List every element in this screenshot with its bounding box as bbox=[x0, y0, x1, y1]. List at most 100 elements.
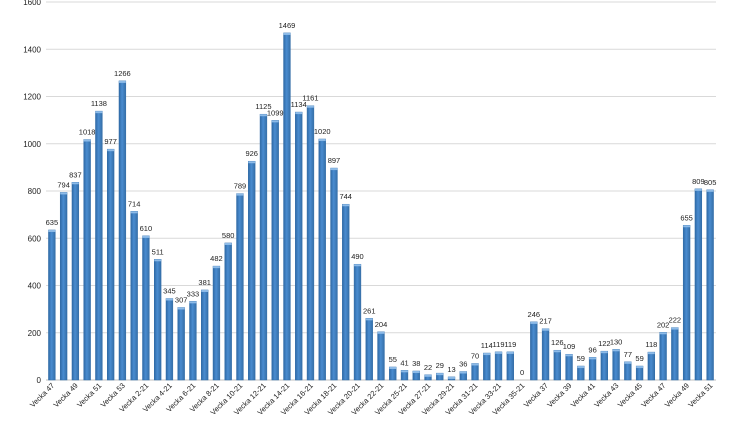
bar-cap bbox=[236, 193, 244, 196]
bar-cap bbox=[201, 289, 209, 292]
bar bbox=[295, 111, 303, 381]
bar-cap bbox=[189, 301, 197, 304]
data-label: 222 bbox=[669, 316, 682, 325]
bar-cap bbox=[318, 139, 326, 142]
bar bbox=[177, 307, 185, 381]
bar bbox=[189, 301, 197, 381]
data-label: 1138 bbox=[91, 99, 107, 108]
bar-cap bbox=[260, 114, 267, 117]
bar-cap bbox=[213, 266, 220, 269]
bar-cap bbox=[589, 357, 596, 360]
bar bbox=[365, 318, 373, 381]
bar bbox=[612, 349, 620, 381]
data-label: 977 bbox=[104, 137, 117, 146]
data-label: 55 bbox=[389, 355, 397, 364]
data-label: 635 bbox=[46, 218, 59, 227]
data-label: 122 bbox=[598, 339, 611, 348]
bar bbox=[577, 365, 585, 381]
bar bbox=[659, 332, 667, 381]
data-label: 333 bbox=[187, 289, 200, 298]
data-label: 307 bbox=[175, 295, 188, 304]
x-tick-label: Vecka 41 bbox=[569, 381, 597, 409]
data-label: 217 bbox=[539, 317, 552, 326]
bar bbox=[494, 351, 503, 381]
data-label: 490 bbox=[351, 252, 364, 261]
bar bbox=[330, 167, 338, 381]
data-label: 744 bbox=[339, 192, 352, 201]
bar-cap bbox=[154, 259, 162, 262]
bar-cap bbox=[295, 112, 303, 115]
data-label: 381 bbox=[198, 278, 211, 287]
data-label: 1161 bbox=[302, 94, 318, 103]
y-tick-label: 400 bbox=[28, 282, 42, 291]
data-label: 119 bbox=[493, 340, 505, 349]
data-label: 789 bbox=[234, 182, 247, 191]
bar-cap bbox=[683, 225, 691, 228]
bar bbox=[671, 327, 679, 381]
bar bbox=[318, 138, 326, 381]
bar-cap bbox=[495, 351, 502, 354]
bar bbox=[106, 148, 115, 381]
data-label: 345 bbox=[163, 286, 176, 295]
data-label: 109 bbox=[563, 342, 576, 351]
bar bbox=[682, 225, 691, 381]
x-tick-label: Vecka 43 bbox=[592, 381, 620, 409]
bar-cap bbox=[671, 327, 679, 330]
data-label: 70 bbox=[471, 351, 479, 360]
y-tick-label: 800 bbox=[28, 187, 42, 196]
y-tick-label: 1600 bbox=[23, 0, 41, 7]
bar-cap bbox=[48, 229, 56, 232]
data-label: 1018 bbox=[79, 127, 96, 136]
data-label: 926 bbox=[245, 149, 258, 158]
data-label: 1020 bbox=[314, 127, 331, 136]
x-tick-label: Vecka 51 bbox=[686, 381, 714, 409]
y-axis-ticks: 0 200 400 600 800 1000 1200 1400 1600 bbox=[23, 0, 41, 385]
data-label: 77 bbox=[624, 350, 632, 359]
x-tick-label: Vecka 51 bbox=[75, 381, 103, 409]
x-tick-label: Vecka 47 bbox=[28, 381, 56, 409]
bar-cap bbox=[354, 264, 361, 267]
bar bbox=[224, 242, 232, 381]
data-label: 809 bbox=[692, 177, 705, 186]
bar bbox=[506, 351, 514, 381]
x-tick-label: Vecka 45 bbox=[616, 381, 644, 409]
bar-cap bbox=[706, 189, 714, 192]
bar bbox=[212, 265, 221, 381]
bar-cap bbox=[283, 32, 291, 35]
data-label: 580 bbox=[222, 231, 235, 240]
bar bbox=[377, 331, 385, 381]
bar-cap bbox=[600, 351, 608, 354]
bar-cap bbox=[483, 353, 491, 356]
bar bbox=[283, 32, 291, 381]
bar-cap bbox=[60, 192, 68, 195]
bar bbox=[118, 80, 127, 381]
bar bbox=[565, 353, 573, 381]
bar bbox=[635, 365, 644, 381]
bar-cap bbox=[424, 374, 432, 377]
bar bbox=[165, 298, 174, 381]
bar-cap bbox=[166, 298, 173, 301]
data-label: 22 bbox=[424, 363, 432, 372]
data-label: 59 bbox=[635, 354, 643, 363]
bar-cap bbox=[83, 139, 91, 142]
bar-cap bbox=[248, 161, 256, 164]
bar bbox=[647, 351, 656, 381]
bar bbox=[259, 113, 268, 381]
data-label: 204 bbox=[375, 320, 388, 329]
data-label: 130 bbox=[610, 337, 623, 346]
data-label: 13 bbox=[447, 365, 455, 374]
bar bbox=[541, 328, 550, 381]
bar-cap bbox=[412, 371, 420, 374]
bar-cap bbox=[553, 350, 561, 353]
bar-cap bbox=[71, 182, 79, 185]
bar bbox=[236, 193, 244, 381]
bar-cap bbox=[118, 80, 126, 83]
data-label: 1469 bbox=[279, 21, 296, 30]
bar bbox=[248, 160, 256, 381]
data-label: 1099 bbox=[267, 108, 284, 117]
x-tick-label: Vecka 39 bbox=[545, 381, 573, 409]
bars bbox=[48, 32, 714, 381]
